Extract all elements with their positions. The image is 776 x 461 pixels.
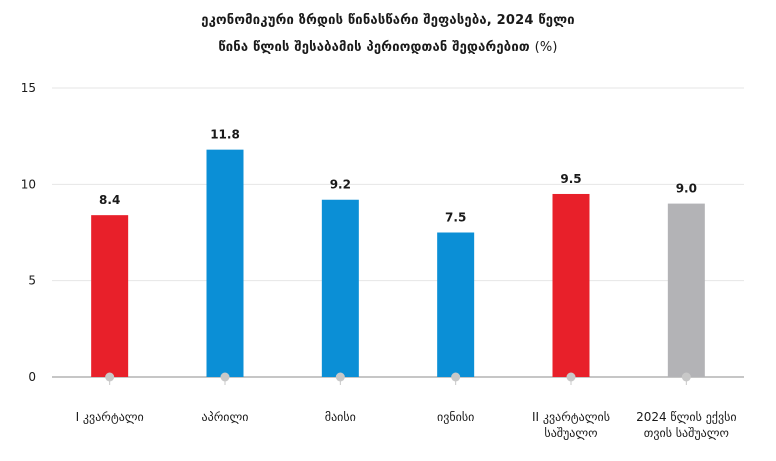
data-label: 9.2	[330, 178, 351, 192]
y-tick-label: 5	[28, 274, 36, 288]
y-tick-label: 0	[28, 370, 36, 384]
bar	[206, 149, 244, 377]
bar	[552, 193, 590, 377]
y-tick-label: 15	[21, 81, 36, 95]
data-label: 9.5	[560, 172, 581, 186]
x-tick-label: მაისი	[325, 410, 356, 424]
x-tick-label: აპრილი	[202, 410, 249, 424]
x-tick-label: თვის საშუალო	[644, 426, 729, 440]
bar	[667, 203, 705, 377]
data-label: 7.5	[445, 211, 466, 225]
data-label: 8.4	[99, 193, 120, 207]
bar	[321, 199, 359, 377]
data-label: 11.8	[210, 128, 240, 142]
x-tick-label: I კვარტალი	[76, 410, 144, 424]
bar	[437, 232, 475, 377]
x-tick-label: 2024 წლის ექვსი	[636, 410, 737, 424]
chart-unit: (%)	[534, 40, 558, 55]
data-label: 9.0	[676, 182, 697, 196]
chart-title-line2: წინა წლის შესაბამის პერიოდთან შედარებით …	[0, 40, 776, 55]
chart-title-line2-text: წინა წლის შესაბამის პერიოდთან შედარებით	[218, 40, 530, 55]
y-tick-label: 10	[21, 177, 36, 191]
chart-title-line1: ეკონომიკური ზრდის წინასწარი შეფასება, 20…	[201, 13, 575, 28]
x-tick-label: II კვარტალის	[532, 410, 610, 424]
x-tick-label: საშუალო	[544, 426, 597, 440]
bar	[91, 215, 129, 377]
x-tick-label: ივნისი	[437, 410, 474, 424]
